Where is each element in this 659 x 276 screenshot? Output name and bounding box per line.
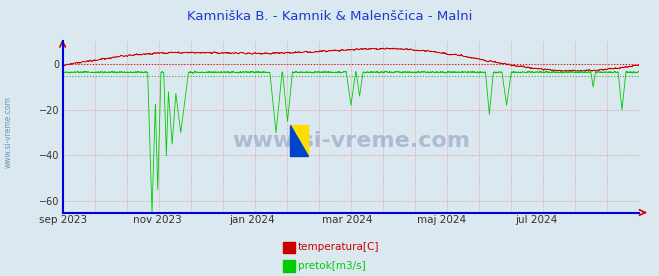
Text: www.si-vreme.com: www.si-vreme.com xyxy=(3,97,13,168)
Polygon shape xyxy=(291,125,308,156)
Text: Kamniška B. - Kamnik & Malenščica - Malni: Kamniška B. - Kamnik & Malenščica - Maln… xyxy=(186,10,473,23)
Text: temperatura[C]: temperatura[C] xyxy=(298,242,380,252)
Text: pretok[m3/s]: pretok[m3/s] xyxy=(298,261,366,271)
Text: www.si-vreme.com: www.si-vreme.com xyxy=(232,131,470,151)
Polygon shape xyxy=(291,125,308,156)
